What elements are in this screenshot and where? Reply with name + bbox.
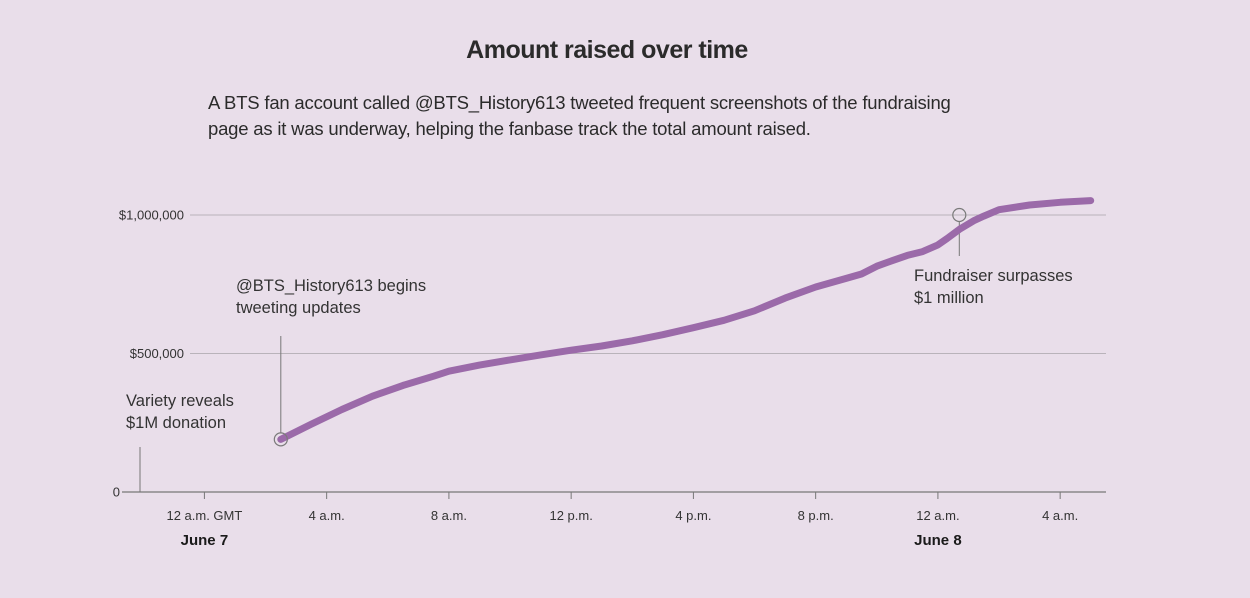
date-label-1: June 8	[914, 532, 962, 549]
annotation-line-million-0: Fundraiser surpasses	[914, 267, 1073, 285]
x-tick-label-0: 12 a.m. GMT	[166, 508, 242, 523]
annotation-text-million: Fundraiser surpasses $1 million	[914, 267, 1073, 307]
series-line-group	[277, 197, 1095, 443]
x-axis	[122, 491, 1106, 499]
chart-labels: 0 $500,000 $1,000,000 12 a.m. GMT 4 a.m. 8 a.…	[113, 208, 1078, 550]
x-tick-label-2: 8 a.m.	[431, 508, 467, 523]
annotation-marker-million	[952, 207, 967, 223]
y-tick-label-0: 0	[113, 485, 120, 500]
x-tick-label-5: 8 p.m.	[798, 508, 834, 523]
chart-subtitle: A BTS fan account called @BTS_History613…	[208, 92, 951, 139]
annotation-markers	[273, 207, 967, 447]
y-tick-label-1: $500,000	[130, 346, 184, 361]
series-line-0	[277, 197, 1095, 443]
annotation-line-tweets-1: tweeting updates	[236, 299, 361, 317]
annotation-line-variety-1: $1M donation	[126, 414, 226, 432]
y-tick-label-2: $1,000,000	[119, 208, 184, 223]
annotation-text-tweets: @BTS_History613 begins tweeting updates	[236, 277, 426, 317]
x-tick-label-6: 12 a.m.	[916, 508, 959, 523]
x-tick-label-1: 4 a.m.	[309, 508, 345, 523]
annotation-line-variety-0: Variety reveals	[126, 392, 234, 410]
annotation-text-variety: Variety reveals $1M donation	[126, 392, 234, 432]
x-tick-label-4: 4 p.m.	[675, 508, 711, 523]
date-label-0: June 7	[181, 532, 229, 549]
annotation-line-tweets-0: @BTS_History613 begins	[236, 277, 426, 295]
x-tick-label-3: 12 p.m.	[549, 508, 592, 523]
chart-title: Amount raised over time	[466, 36, 748, 64]
annotation-line-million-1: $1 million	[914, 289, 984, 307]
x-tick-label-7: 4 a.m.	[1042, 508, 1078, 523]
annotation-marker-tweets	[273, 432, 288, 447]
